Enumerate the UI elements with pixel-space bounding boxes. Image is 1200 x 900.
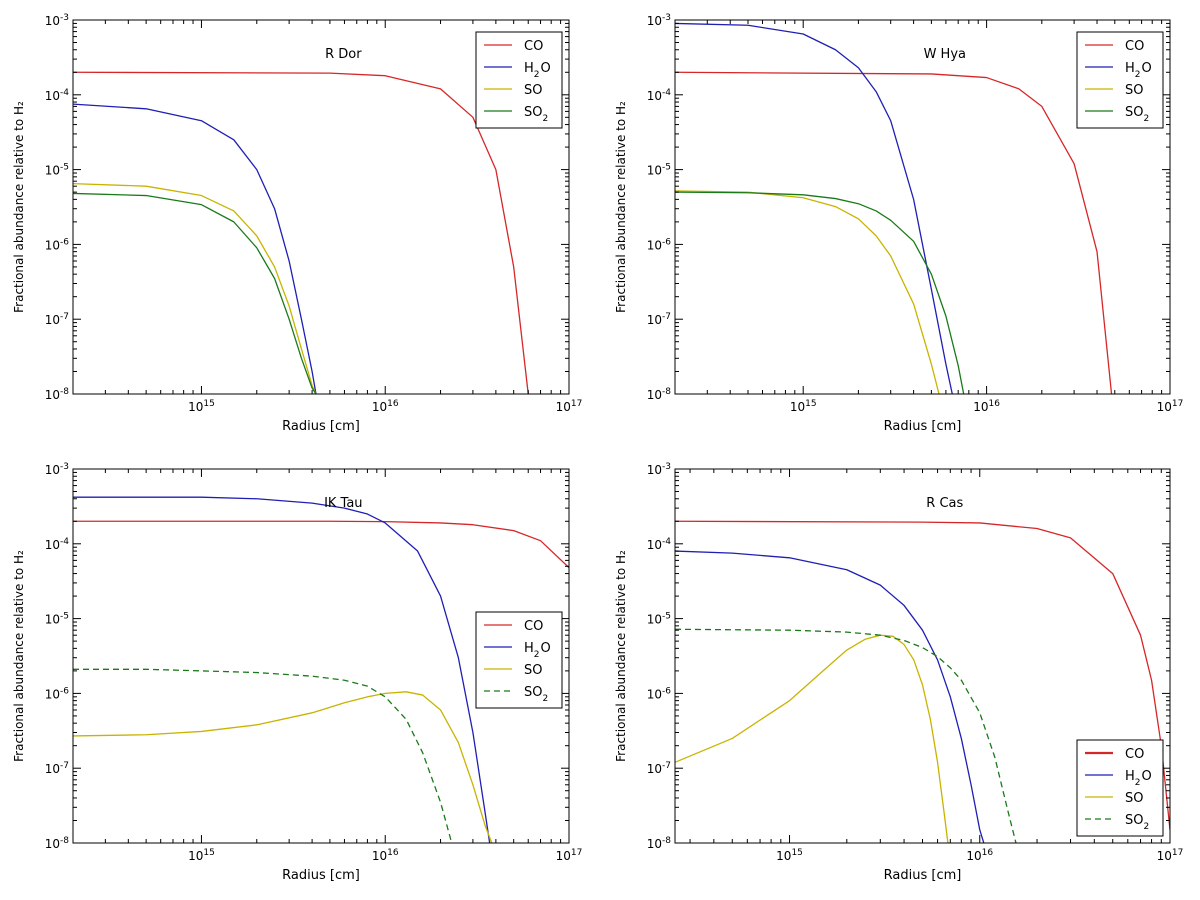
x-tick-label: 1017 — [1157, 848, 1184, 863]
x-axis-label: Radius [cm] — [884, 868, 962, 883]
legend-label: SO — [1125, 791, 1143, 806]
legend-label: CO — [1125, 39, 1144, 54]
legend: CO H2O SO SO2 — [1076, 739, 1164, 837]
y-tick-label: 10-3 — [647, 462, 671, 477]
legend-label: H2O — [524, 641, 551, 660]
y-tick-label: 10-6 — [647, 237, 672, 252]
y-tick-label: 10-3 — [45, 462, 69, 477]
chart-panel-4: 1015 1016 1017 10-8 10-7 10-6 10-5 10-4 10-3 Radi… — [614, 462, 1183, 883]
series-line-h2o — [73, 496, 491, 843]
series-line-so — [675, 634, 949, 843]
legend-label: CO — [524, 619, 543, 634]
legend-label: CO — [1125, 747, 1144, 762]
y-axis-label: Fractional abundance relative to H₂ — [12, 101, 26, 313]
series-line-co — [73, 520, 569, 569]
legend-frame — [1076, 31, 1164, 129]
plot-frame — [674, 19, 1171, 395]
legend-label: H2O — [1125, 769, 1152, 788]
legend-label: SO2 — [1125, 105, 1149, 124]
y-tick-label: 10-4 — [647, 537, 672, 552]
x-tick-label: 1015 — [776, 848, 803, 863]
y-tick-label: 10-6 — [45, 686, 70, 701]
y-tick-label: 10-5 — [647, 612, 671, 627]
y-tick-label: 10-8 — [45, 836, 70, 851]
chart-panel-1: 1015 1016 1017 10-8 10-7 10-6 10-5 10-4 10-3 Radi… — [12, 13, 582, 434]
y-axis-label: Fractional abundance relative to H₂ — [614, 550, 628, 762]
y-tick-label: 10-7 — [45, 761, 69, 776]
y-axis-label: Fractional abundance relative to H₂ — [614, 101, 628, 313]
plot-frame — [72, 468, 570, 844]
series-line-so — [73, 182, 317, 394]
y-tick-label: 10-6 — [647, 686, 672, 701]
legend-label: SO — [524, 83, 542, 98]
legend: CO H2O SO SO2 — [475, 31, 563, 129]
x-tick-label: 1015 — [188, 848, 215, 863]
legend-label: SO — [524, 663, 542, 678]
legend-label: H2O — [1125, 61, 1152, 80]
y-tick-label: 10-7 — [647, 312, 671, 327]
x-tick-label: 1015 — [188, 399, 215, 414]
legend: CO H2O SO SO2 — [475, 611, 563, 709]
series-line-so2 — [73, 668, 453, 843]
y-tick-label: 10-3 — [647, 13, 671, 28]
x-tick-label: 1016 — [973, 399, 1000, 414]
x-axis-label: Radius [cm] — [282, 868, 360, 883]
y-tick-label: 10-5 — [45, 612, 69, 627]
x-tick-label: 1016 — [372, 848, 399, 863]
y-tick-label: 10-4 — [45, 88, 70, 103]
x-tick-label: 1015 — [790, 399, 817, 414]
legend-label: SO2 — [524, 105, 548, 124]
series-line-co — [73, 71, 529, 394]
legend-frame — [475, 31, 563, 129]
x-tick-label: 1017 — [556, 399, 583, 414]
series-line-co — [675, 520, 1170, 830]
y-tick-label: 10-4 — [647, 88, 672, 103]
series-line-so2 — [675, 191, 965, 394]
panel-title: R Dor — [325, 47, 362, 62]
x-axis-label: Radius [cm] — [884, 419, 962, 434]
y-axis-label: Fractional abundance relative to H₂ — [12, 550, 26, 762]
x-tick-label: 1016 — [966, 848, 993, 863]
legend-label: SO2 — [1125, 813, 1149, 832]
chart-panel-3: 1015 1016 1017 10-8 10-7 10-6 10-5 10-4 10-3 Radi… — [12, 462, 582, 883]
plot-frame — [72, 19, 570, 395]
y-tick-label: 10-7 — [647, 761, 671, 776]
legend-label: CO — [524, 39, 543, 54]
series-line-so2 — [73, 192, 317, 394]
y-tick-label: 10-8 — [647, 387, 672, 402]
series-line-h2o — [675, 22, 953, 394]
y-tick-label: 10-5 — [45, 163, 69, 178]
y-tick-label: 10-4 — [45, 537, 70, 552]
series-line-h2o — [73, 103, 317, 394]
legend: CO H2O SO SO2 — [1076, 31, 1164, 129]
legend-frame — [475, 611, 563, 709]
panel-title: W Hya — [924, 47, 966, 62]
series-line-so — [73, 691, 493, 843]
legend-label: H2O — [524, 61, 551, 80]
x-tick-label: 1017 — [1157, 399, 1184, 414]
chart-panel-2: 1015 1016 1017 10-8 10-7 10-6 10-5 10-4 10-3 Radi… — [614, 13, 1183, 434]
series-line-so — [675, 190, 940, 394]
panel-title: IK Tau — [324, 496, 363, 511]
series-line-so2 — [675, 628, 1017, 843]
legend-frame — [1076, 739, 1164, 837]
legend-label: SO — [1125, 83, 1143, 98]
x-axis-label: Radius [cm] — [282, 419, 360, 434]
series-line-co — [675, 71, 1113, 394]
y-tick-label: 10-6 — [45, 237, 70, 252]
legend-label: SO2 — [524, 685, 548, 704]
y-tick-label: 10-3 — [45, 13, 69, 28]
x-tick-label: 1017 — [556, 848, 583, 863]
panel-title: R Cas — [926, 496, 963, 511]
series-line-h2o — [675, 550, 985, 843]
y-tick-label: 10-8 — [647, 836, 672, 851]
y-tick-label: 10-7 — [45, 312, 69, 327]
y-tick-label: 10-5 — [647, 163, 671, 178]
y-tick-label: 10-8 — [45, 387, 70, 402]
x-tick-label: 1016 — [372, 399, 399, 414]
